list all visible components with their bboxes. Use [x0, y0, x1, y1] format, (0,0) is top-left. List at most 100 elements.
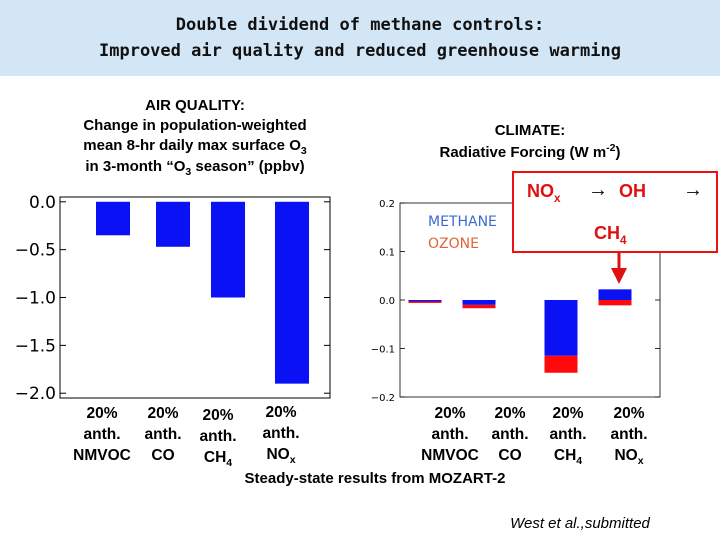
aq-bar — [156, 201, 190, 247]
nox-oh-ch4-callout — [512, 171, 718, 253]
cat-name-sub: 4 — [226, 457, 233, 469]
cat-name: NMVOC — [421, 447, 479, 464]
cat-pct: 20% — [434, 405, 466, 422]
aq-y-tick-label: −1.5 — [15, 336, 56, 356]
cat-anth: anth. — [491, 426, 529, 443]
aq-category-ch4: 20% anth. CH4 — [193, 405, 243, 470]
aq-heading-line-1: AIR QUALITY: — [145, 97, 245, 114]
radiative-forcing-chart: 0.2 0.1 0.0 −0.1 −0.2 METHANE OZONE — [371, 199, 661, 404]
aq-bar — [275, 201, 309, 384]
cat-anth: anth. — [83, 426, 121, 443]
aq-category-co: 20% anth. CO — [138, 403, 188, 466]
title-line-2: Improved air quality and reduced greenho… — [99, 41, 621, 61]
cl-bar-methane — [462, 300, 496, 305]
title-line-1: Double dividend of methane controls: — [175, 15, 545, 35]
cat-pct: 20% — [494, 405, 526, 422]
cl-bar-methane — [408, 300, 442, 302]
aq-y-tick-label: 0.0 — [29, 193, 56, 213]
cat-name: CH4 — [543, 445, 593, 468]
aq-y-tick-label: −1.0 — [15, 289, 56, 309]
air-quality-heading: AIR QUALITY: Change in population-weight… — [40, 96, 350, 178]
cl-y-tick-label: −0.2 — [371, 393, 395, 404]
climate-category-co: 20% anth. CO — [485, 403, 535, 466]
climate-heading-line-2: Radiative Forcing (W m-2) — [405, 142, 655, 165]
climate-heading-line-2-sup: -2 — [606, 142, 616, 154]
callout-arrow-icon: → — [588, 179, 608, 201]
climate-heading-line-1: CLIMATE: — [494, 122, 566, 139]
cl-y-tick-label: 0.0 — [379, 296, 395, 307]
cat-name: CH4 — [193, 447, 243, 470]
aq-heading-line-3-sub: 3 — [300, 145, 307, 157]
legend-ozone: OZONE — [428, 236, 479, 252]
aq-heading-line-3-text: mean 8-hr daily max surface O — [83, 137, 301, 154]
cl-bar-methane — [544, 300, 578, 356]
footnote: Steady-state results from MOZART-2 — [244, 470, 506, 487]
cat-anth: anth. — [144, 426, 182, 443]
aq-heading-line-4: in 3-month “O3 season” (ppbv) — [40, 157, 350, 178]
callout-arrow-icon-2: → — [683, 179, 703, 201]
cl-y-tick-label: 0.2 — [379, 199, 395, 210]
cl-bar-methane — [598, 289, 632, 300]
cat-name: NOx — [604, 445, 654, 468]
aq-heading-line-4-rest: season” (ppbv) — [191, 158, 305, 175]
cat-pct: 20% — [86, 405, 118, 422]
climate-category-nmvoc: 20% anth. NMVOC — [420, 403, 480, 466]
cl-bar-ozone — [598, 300, 632, 306]
aq-heading-line-3: mean 8-hr daily max surface O3 — [40, 136, 350, 157]
title-banner — [0, 0, 720, 76]
cat-name: CO — [498, 447, 522, 464]
cl-y-tick-label: −0.1 — [371, 345, 395, 356]
callout-nox-sub: x — [554, 192, 561, 205]
air-quality-chart: 0.0 −0.5 −1.0 −1.5 −2.0 — [15, 193, 331, 404]
climate-heading-line-2-close: ) — [615, 144, 621, 161]
cat-anth: anth. — [199, 428, 237, 445]
cl-y-tick-label: 0.1 — [379, 248, 395, 259]
aq-category-nox: 20% anth. NOx — [256, 402, 306, 467]
cat-name-sub: 4 — [576, 455, 583, 467]
callout-oh: OH — [619, 181, 646, 201]
cat-name-text: NO — [266, 446, 290, 463]
cat-pct: 20% — [202, 407, 234, 424]
climate-category-nox: 20% anth. NOx — [604, 403, 654, 468]
slide-title: Double dividend of methane controls: Imp… — [0, 12, 720, 64]
climate-heading-line-2-text: Radiative Forcing (W m — [439, 144, 607, 161]
cat-pct: 20% — [265, 404, 297, 421]
aq-bar — [211, 201, 245, 298]
callout-nox-text: NO — [527, 181, 554, 201]
callout-ch4: CH4 — [594, 222, 627, 247]
cat-name: NMVOC — [73, 447, 131, 464]
cat-name-text: CH — [203, 449, 227, 466]
cat-name-sub: x — [289, 454, 296, 466]
citation: West et al.,submitted — [510, 515, 650, 532]
cat-name-sub: x — [637, 455, 644, 467]
aq-heading-line-4-text: in 3-month “O — [85, 158, 186, 175]
climate-heading: CLIMATE: Radiative Forcing (W m-2) — [405, 120, 655, 165]
cat-name-text: NO — [614, 447, 638, 464]
cat-name: NOx — [256, 444, 306, 467]
callout-ch4-text: CH — [594, 223, 620, 243]
aq-y-tick-label: −2.0 — [15, 384, 56, 404]
cat-name-text: CH — [553, 447, 577, 464]
callout-arrowhead-icon — [611, 268, 627, 284]
aq-heading-line-4-sub: 3 — [185, 166, 192, 178]
cat-anth: anth. — [431, 426, 469, 443]
cl-bar-ozone — [408, 301, 442, 303]
cat-name: CO — [151, 447, 175, 464]
cat-pct: 20% — [552, 405, 584, 422]
callout-nox: NOx — [527, 180, 561, 205]
cat-pct: 20% — [613, 405, 645, 422]
callout-ch4-sub: 4 — [620, 234, 627, 247]
aq-bar — [96, 201, 130, 236]
cat-pct: 20% — [147, 405, 179, 422]
aq-category-nmvoc: 20% anth. NMVOC — [72, 403, 132, 466]
cl-bar-ozone — [544, 355, 578, 373]
cat-anth: anth. — [610, 426, 648, 443]
legend-methane: METHANE — [428, 214, 497, 230]
cat-anth: anth. — [262, 425, 300, 442]
cat-anth: anth. — [549, 426, 587, 443]
aq-heading-line-2: Change in population-weighted — [83, 117, 307, 134]
climate-category-ch4: 20% anth. CH4 — [543, 403, 593, 468]
cl-bar-ozone — [462, 304, 496, 309]
aq-y-tick-label: −0.5 — [15, 241, 56, 261]
